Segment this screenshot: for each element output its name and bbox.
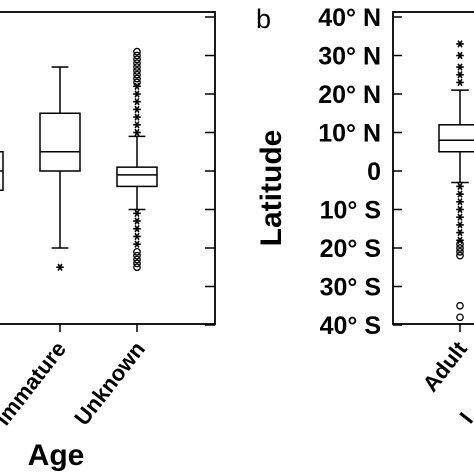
panel-a-box-unknown-outlier-circle bbox=[133, 63, 141, 71]
panel-a-box-immature-box bbox=[39, 66, 81, 271]
panel-b-box-adult-outlier-star bbox=[456, 190, 464, 198]
panel-b-ytick-label: 40° N bbox=[318, 4, 381, 32]
panel-b-ylabel: Latitude bbox=[255, 130, 288, 247]
panel-a-boxes bbox=[0, 47, 158, 272]
panel-b-box-adult-outlier-star bbox=[456, 213, 464, 221]
panel-a-box-unknown-outlier-circle bbox=[133, 255, 141, 264]
panel-a-box-unknown-outlier-circle bbox=[133, 70, 141, 79]
panel-a-box-unknown-outlier-circle bbox=[133, 55, 141, 64]
panel-b-box-adult-outlier-star bbox=[456, 40, 464, 48]
panel-a-box-unknown-outlier-circle bbox=[133, 251, 141, 260]
panel-a-box-immature-iqr bbox=[39, 112, 81, 172]
panel-a-box-unknown-outlier-star bbox=[133, 217, 141, 225]
panel-a-box-unknown-outlier-star bbox=[133, 121, 141, 129]
panel-a-ticks bbox=[59, 16, 215, 332]
panel-a-box-unknown-outlier-star bbox=[133, 90, 141, 98]
panel-b-box-adult-outlier-star bbox=[456, 182, 464, 191]
panel-a-box-unknown-outlier-star bbox=[133, 209, 141, 218]
panel-a-box-unknown-outlier-star bbox=[133, 98, 141, 106]
panel-a-xtick-label: Unknown bbox=[69, 337, 150, 430]
panel-b-ticks bbox=[393, 16, 461, 332]
panel-a-box-unknown-outlier-star bbox=[133, 105, 141, 114]
panel-a-xtick-label: ımmature bbox=[0, 337, 71, 430]
panel-b-box-adult-outlier-star bbox=[456, 63, 464, 71]
panel-a-box-0-box bbox=[0, 151, 4, 191]
panel-b-box-adult-outlier-circle bbox=[456, 240, 464, 248]
panel-a-box-unknown-outlier-star bbox=[133, 232, 141, 241]
panel-a-box-unknown-outlier-circle bbox=[133, 67, 141, 75]
panel-a-box-unknown-outlier-star bbox=[133, 225, 141, 233]
panel-a-box-unknown-outlier-star bbox=[133, 128, 141, 137]
panel-b-ytick-label: 30° S bbox=[320, 274, 381, 302]
panel-b-box-adult-outlier-circle bbox=[456, 244, 464, 252]
panel-a-box-unknown-box bbox=[116, 47, 158, 272]
panel-a-frame bbox=[0, 11, 216, 325]
panel-b-ytick-label: 40° S bbox=[320, 312, 381, 340]
panel-b-box-adult-outlier-circle bbox=[456, 313, 464, 322]
panel-a-box-unknown-outlier-star bbox=[133, 113, 141, 121]
panel-a-box-unknown-outlier-circle bbox=[133, 248, 141, 256]
panel-b-box-adult-iqr bbox=[438, 124, 474, 153]
panel-b-ytick-label: 30° N bbox=[318, 43, 381, 71]
panel-a-box-unknown-iqr bbox=[116, 166, 158, 188]
panel-a-box-unknown-outlier-circle bbox=[133, 59, 141, 68]
panel-b-box-adult-outlier-star bbox=[456, 51, 464, 60]
panel-a-box-unknown-outlier-circle bbox=[133, 47, 141, 56]
panel-b-box-adult-box bbox=[438, 40, 474, 322]
panel-b-label: b bbox=[256, 4, 271, 34]
panel-b-ytick-labels: 40° N 30° N 20° N 10° N 0 10° S 20° S 30° S 40° … bbox=[318, 4, 381, 340]
panel-b-xtick-labels: Adult I bbox=[418, 336, 474, 428]
panel-a-xlabel: Age bbox=[28, 439, 85, 472]
panel-a-box-unknown-outlier-star bbox=[133, 82, 141, 90]
panel-b-xtick-label: I bbox=[454, 408, 474, 428]
panel-b-xtick-label: Adult bbox=[418, 336, 473, 396]
panel-b-ytick-label: 10° N bbox=[318, 120, 381, 148]
panel-b-box-adult-outlier-star bbox=[456, 205, 464, 214]
panel-b-boxes bbox=[438, 40, 474, 322]
panel-b-box-adult-outlier-circle bbox=[456, 248, 464, 256]
panel-a-box-unknown-outlier-star bbox=[133, 240, 141, 248]
panel-b-frame bbox=[392, 11, 474, 325]
panel-b-box-adult-outlier-star bbox=[456, 236, 464, 244]
panel-b-box-adult-outlier-circle bbox=[456, 251, 464, 260]
panel-b-ytick-label: 0 bbox=[367, 158, 381, 186]
panel-a-box-immature-outlier-star bbox=[56, 263, 64, 271]
panel-a-box-unknown-outlier-circle bbox=[133, 74, 141, 83]
panel-b-box-adult-outlier-star bbox=[456, 78, 464, 87]
panel-b-box-adult-outlier-circle bbox=[456, 301, 464, 310]
panel-b-box-adult-outlier-star bbox=[456, 221, 464, 229]
panel-b-box-adult-outlier-star bbox=[456, 198, 464, 206]
panel-a-box-unknown-outlier-circle bbox=[133, 259, 141, 268]
panel-a-box-unknown-outlier-circle bbox=[133, 263, 141, 272]
panel-b: b Latitude 40° N 30° N 20° N 10° N 0 10° S 20°… bbox=[255, 4, 474, 428]
panel-b-ytick-label: 20° S bbox=[320, 235, 381, 263]
panel-b-box-adult-outlier-star bbox=[456, 228, 464, 237]
panel-b-ytick-label: 10° S bbox=[320, 197, 381, 225]
panel-b-box-adult-outlier-star bbox=[456, 71, 464, 79]
panel-b-ytick-label: 20° N bbox=[318, 81, 381, 109]
panel-a-box-unknown-outlier-circle bbox=[133, 51, 141, 60]
